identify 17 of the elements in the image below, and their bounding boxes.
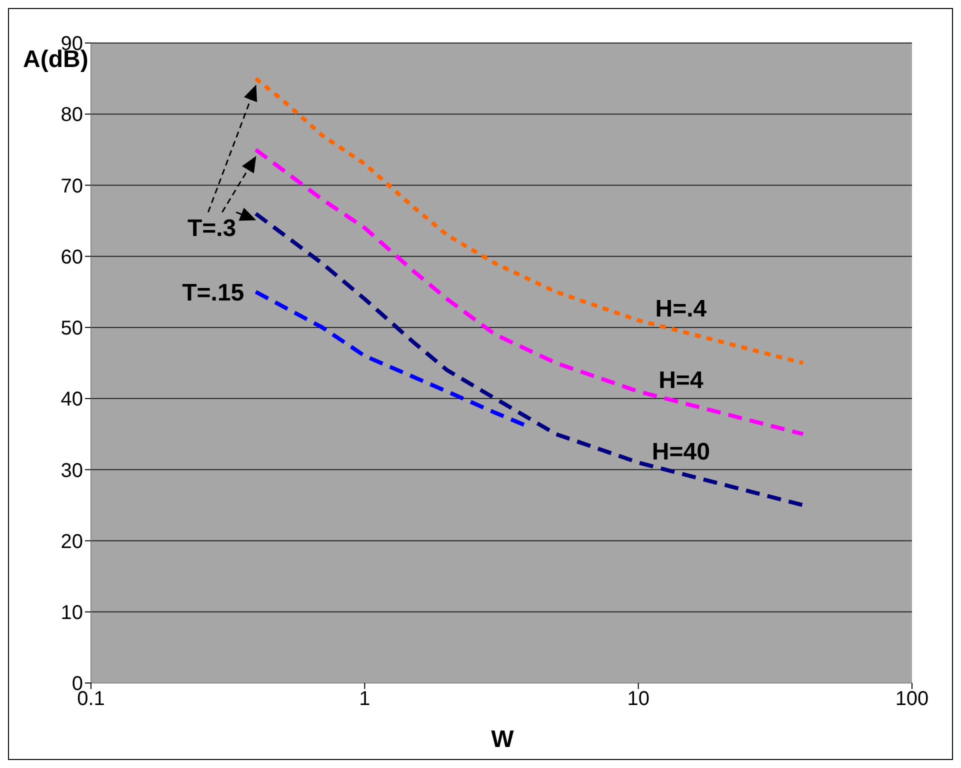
x-tick-label: 100 bbox=[895, 688, 929, 710]
y-tick-label: 40 bbox=[60, 388, 83, 411]
y-tick-label: 10 bbox=[60, 602, 83, 624]
series-label: H=40 bbox=[652, 438, 710, 466]
series-label: H=.4 bbox=[655, 296, 708, 323]
series-label: T=.15 bbox=[182, 280, 244, 307]
y-tick-label: 20 bbox=[60, 530, 83, 553]
y-tick-label: 50 bbox=[60, 318, 83, 340]
x-axis-title: W bbox=[491, 726, 514, 753]
y-tick-label: 70 bbox=[60, 175, 83, 198]
x-tick-label: 10 bbox=[627, 688, 650, 710]
y-tick-label: 80 bbox=[60, 104, 83, 126]
annotation: T=.3 bbox=[187, 215, 236, 242]
x-tick-label: 1 bbox=[359, 688, 370, 710]
y-tick-label: 30 bbox=[60, 460, 83, 482]
series-label: H=4 bbox=[658, 366, 704, 394]
y-tick-label: 60 bbox=[60, 246, 83, 268]
